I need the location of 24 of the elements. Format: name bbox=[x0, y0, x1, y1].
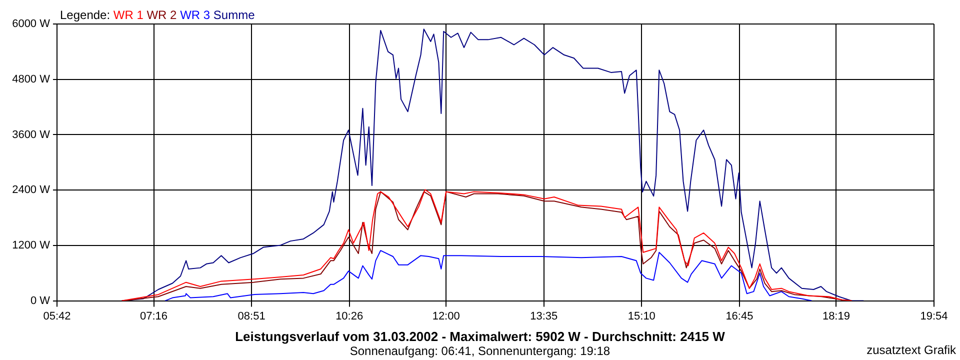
x-tick-label: 12:00 bbox=[432, 310, 460, 322]
x-tick-label: 05:42 bbox=[43, 310, 71, 322]
y-tick-label: 2400 W bbox=[12, 184, 51, 196]
text: WR 1 bbox=[113, 8, 144, 22]
text: Summe bbox=[213, 8, 255, 22]
y-tick-label: 0 W bbox=[30, 294, 51, 307]
text: Leistungsverlauf vom 31.03.2002 - Maximalwert: 5902 W - Durchschnitt: 2415 W bbox=[234, 329, 726, 344]
x-tick-label: 15:10 bbox=[628, 310, 656, 322]
y-tick-label: 6000 W bbox=[12, 18, 51, 30]
x-tick-label: 08:51 bbox=[238, 310, 266, 322]
text: zusatztext Grafik bbox=[866, 343, 956, 357]
y-tick-label: 3600 W bbox=[12, 128, 51, 141]
x-tick-label: 16:45 bbox=[726, 310, 754, 322]
x-tick-label: 07:16 bbox=[140, 310, 168, 322]
x-tick-label: 19:54 bbox=[920, 310, 948, 322]
x-tick-label: 10:26 bbox=[336, 310, 364, 322]
y-tick-label: 1200 W bbox=[12, 239, 51, 252]
x-tick-label: 18:19 bbox=[822, 310, 850, 322]
text: Sonnenaufgang: 06:41, Sonnenuntergang: 19:18 bbox=[350, 344, 610, 358]
x-tick-label: 13:35 bbox=[530, 310, 558, 322]
text: WR 2 bbox=[146, 8, 177, 22]
y-tick-label: 4800 W bbox=[12, 73, 51, 86]
legend-title: Legende: bbox=[60, 8, 110, 22]
text: WR 3 bbox=[180, 8, 210, 22]
